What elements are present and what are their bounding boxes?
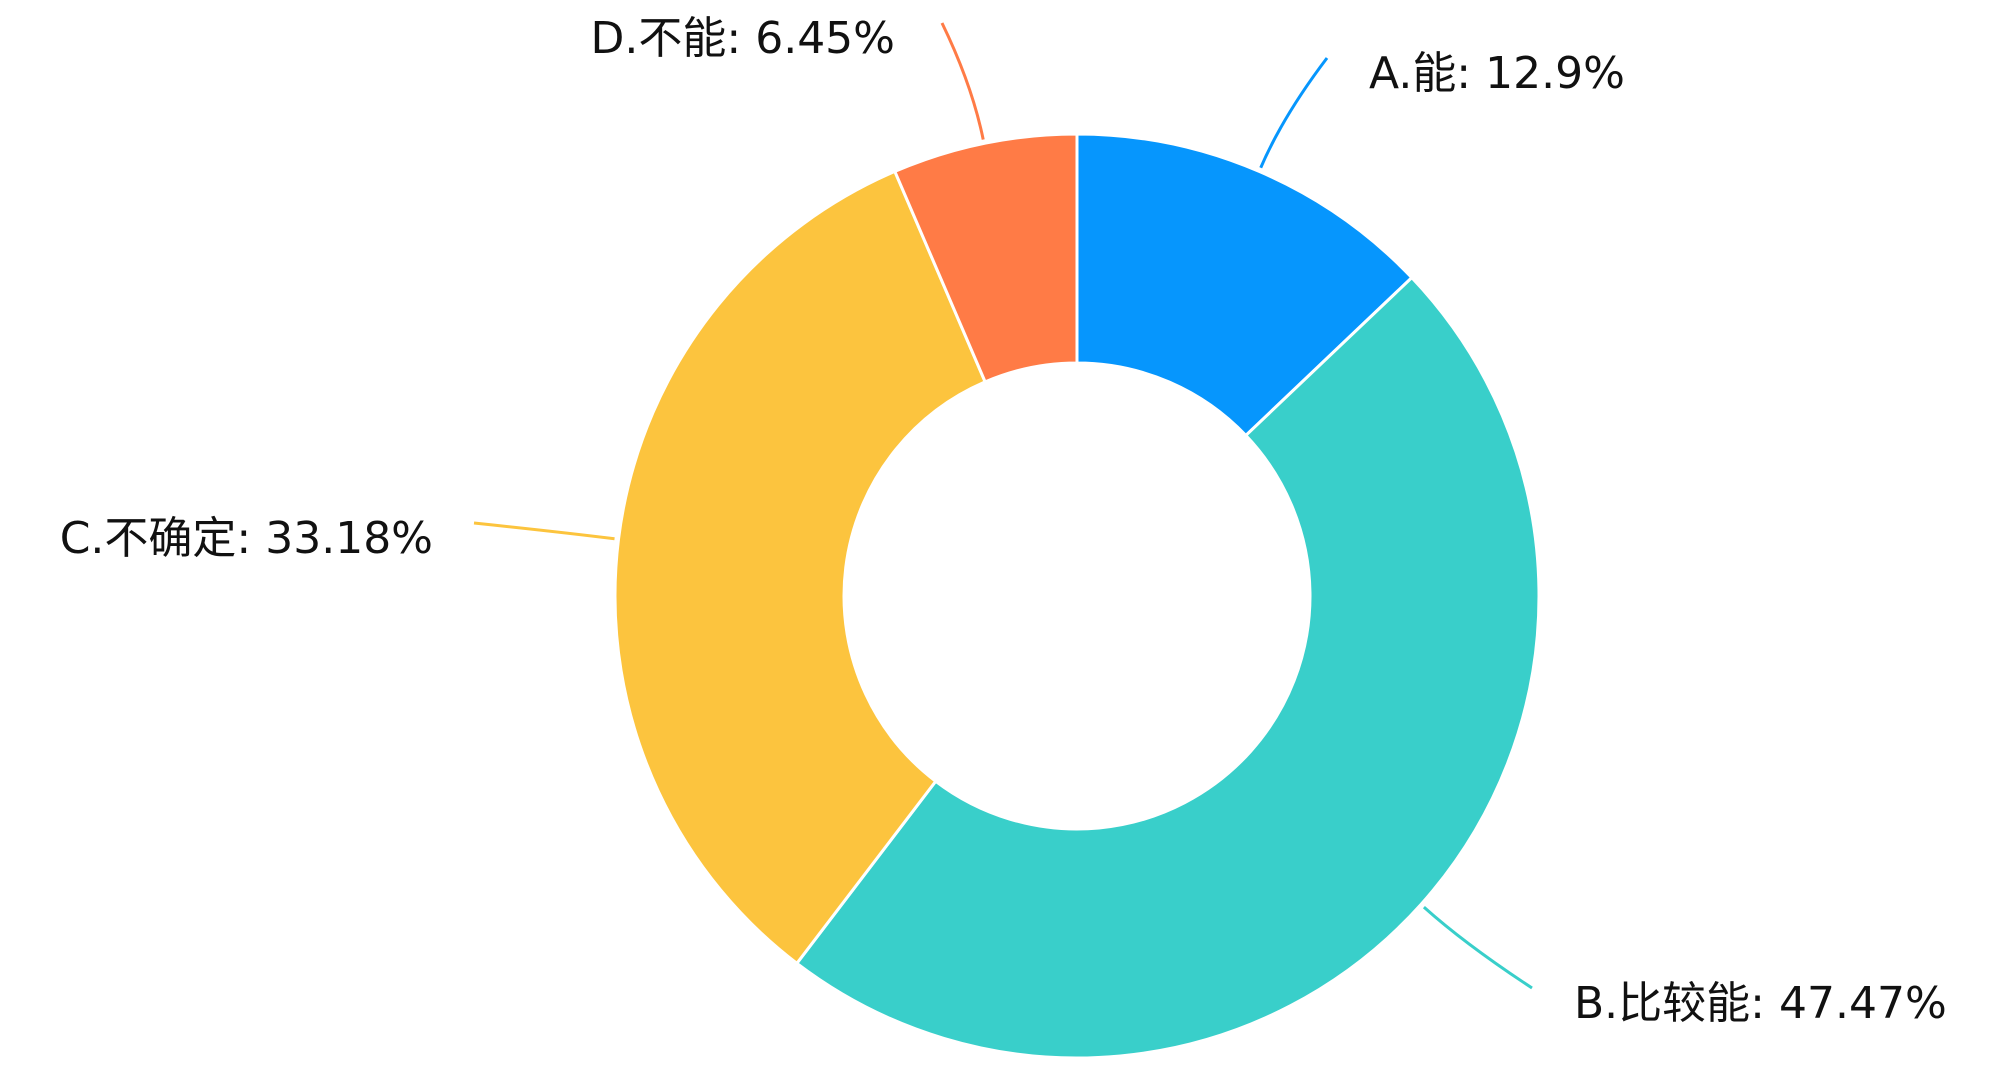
data-label: A.能: 12.9% <box>1369 48 1625 99</box>
slice <box>794 275 1541 1060</box>
leader-line <box>1422 906 1533 990</box>
leader-line <box>1259 57 1329 169</box>
slice <box>613 169 988 966</box>
slice <box>892 132 1079 384</box>
data-label: C.不确定: 33.18% <box>60 513 433 564</box>
leader-line <box>473 521 615 541</box>
data-label: D.不能: 6.45% <box>591 13 895 64</box>
slice <box>1075 132 1414 438</box>
leader-line <box>940 22 985 140</box>
data-label: B.比较能: 47.47% <box>1574 978 1947 1029</box>
